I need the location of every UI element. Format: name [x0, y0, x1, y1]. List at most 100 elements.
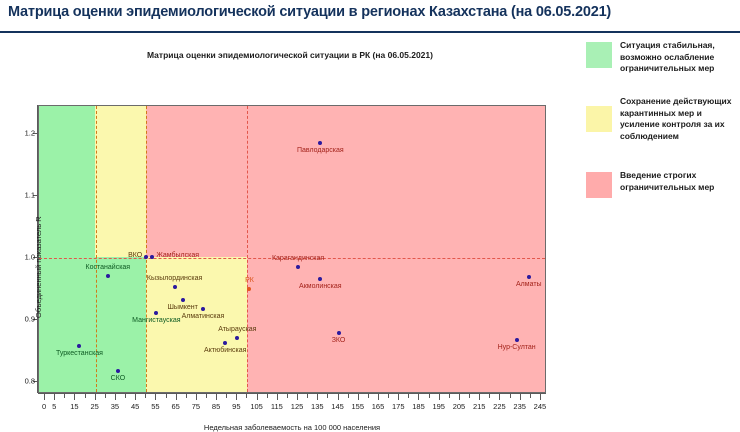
legend-swatch-green	[586, 42, 612, 68]
x-tick-label: 135	[311, 402, 324, 411]
legend-label-strict: Введение строгих ограничительных мер	[620, 170, 715, 192]
data-point-label: Акмолинская	[299, 283, 342, 291]
y-tick-label: 1.1	[24, 190, 35, 200]
data-point[interactable]	[172, 284, 177, 289]
zone-yellow-lower	[145, 257, 247, 392]
legend-label-maintain: Сохранение действующих карантинных мер и…	[620, 96, 732, 141]
legend-swatch-yellow	[586, 106, 612, 132]
data-point[interactable]	[200, 306, 205, 311]
x-tick	[347, 394, 349, 398]
data-point[interactable]	[180, 297, 185, 302]
data-point-label: Алматинская	[181, 312, 225, 320]
x-tick	[195, 394, 197, 400]
x-tick	[499, 394, 501, 400]
x-tick	[125, 394, 127, 398]
data-point-label: Костанайская	[85, 264, 131, 272]
x-tick	[165, 394, 167, 398]
data-point-label: СКО	[110, 375, 126, 383]
y-tick	[33, 381, 38, 383]
chart-title: Матрица оценки эпидемиологической ситуац…	[147, 50, 433, 60]
x-tick	[357, 394, 359, 400]
x-tick	[104, 394, 106, 398]
x-tick-label: 75	[191, 402, 201, 411]
data-point[interactable]	[154, 310, 159, 315]
y-tick-label: 0.8	[24, 376, 35, 386]
y-tick-label: 1.0	[24, 252, 35, 262]
data-point[interactable]	[336, 330, 341, 335]
x-tick	[378, 394, 380, 400]
chart-card: Матрица оценки эпидемиологической ситуац…	[0, 36, 580, 432]
data-point-label: Кызылординская	[146, 274, 203, 282]
x-tick	[155, 394, 157, 400]
data-point-label: Туркестанская	[55, 350, 103, 358]
data-point[interactable]	[115, 369, 120, 374]
x-tick	[489, 394, 491, 398]
x-tick	[469, 394, 471, 398]
x-tick	[145, 394, 147, 398]
legend: Ситуация стабильная, возможно ослабление…	[586, 40, 740, 220]
data-point-label: Атырауская	[218, 325, 257, 333]
data-point-label: Актюбинская	[203, 346, 247, 354]
data-point[interactable]	[514, 338, 519, 343]
x-tick	[205, 394, 207, 398]
x-tick	[408, 394, 410, 398]
x-tick-label: 55	[151, 402, 160, 411]
x-tick	[54, 394, 56, 400]
data-point-label: Нур-Султан	[497, 344, 536, 352]
x-tick-label: 25	[90, 402, 99, 411]
vline-x-100	[247, 106, 249, 392]
data-point[interactable]	[150, 255, 155, 260]
x-tick	[438, 394, 440, 400]
x-tick-label: 5	[52, 402, 57, 411]
x-tick	[246, 394, 248, 398]
data-point[interactable]	[247, 287, 252, 292]
data-point[interactable]	[296, 265, 301, 270]
x-tick-label: 215	[472, 402, 486, 411]
data-point[interactable]	[526, 274, 531, 279]
x-tick-label: 0	[41, 402, 47, 411]
x-tick-label: 225	[493, 402, 506, 411]
legend-label-stable: Ситуация стабильная, возможно ослабление…	[620, 40, 715, 73]
data-point[interactable]	[318, 277, 323, 282]
x-tick-label: 205	[452, 402, 466, 411]
y-tick	[33, 257, 38, 259]
x-tick	[266, 394, 268, 398]
data-point[interactable]	[318, 140, 323, 145]
x-tick	[307, 394, 309, 398]
x-tick-label: 125	[290, 402, 304, 411]
y-tick	[33, 319, 38, 321]
y-axis-title: Объединенный показатель R	[34, 216, 43, 318]
data-point[interactable]	[105, 274, 110, 279]
data-point-label: РК	[245, 277, 254, 285]
x-tick-label: 85	[211, 402, 221, 411]
x-tick	[44, 394, 46, 400]
x-tick-label: 35	[110, 402, 120, 411]
x-tick-label: 245	[533, 402, 547, 411]
y-tick-label: 1.2	[24, 128, 35, 138]
data-point-label: Жамбылская	[156, 252, 200, 260]
x-tick-label: 115	[270, 402, 283, 411]
y-axis: Объединенный показатель R 0.8 0.9 1.0 1.1 1.…	[25, 105, 43, 393]
x-tick	[84, 394, 86, 398]
x-tick	[428, 394, 430, 398]
x-tick	[256, 394, 258, 400]
header-divider	[0, 31, 740, 33]
hline-r-1	[39, 258, 545, 260]
data-point[interactable]	[235, 335, 240, 340]
x-tick	[276, 394, 278, 400]
data-point[interactable]	[144, 254, 149, 259]
x-tick	[317, 394, 319, 400]
page-title: Матрица оценки эпидемиологической ситуац…	[8, 4, 612, 20]
data-point[interactable]	[223, 340, 228, 345]
x-tick-label: 235	[513, 402, 526, 411]
data-point[interactable]	[77, 344, 82, 349]
x-tick-label: 185	[412, 402, 425, 411]
x-tick	[448, 394, 450, 398]
x-tick	[529, 394, 531, 398]
x-tick	[64, 394, 66, 398]
x-tick-label: 195	[432, 402, 445, 411]
x-tick-label: 105	[250, 402, 263, 411]
legend-swatch-red	[586, 172, 612, 198]
x-tick-label: 65	[171, 402, 180, 411]
y-tick	[33, 195, 38, 197]
